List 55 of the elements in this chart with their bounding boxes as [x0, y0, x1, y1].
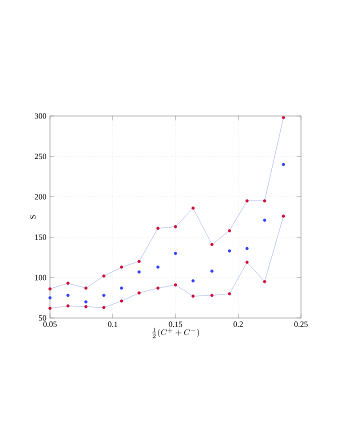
point — [245, 246, 249, 250]
point — [120, 265, 124, 269]
x-tick-label: 0.2 — [234, 322, 243, 327]
point — [48, 287, 52, 291]
point — [245, 260, 249, 264]
point — [84, 300, 88, 304]
point — [210, 270, 214, 273]
point — [174, 252, 178, 255]
point — [282, 116, 286, 120]
point — [228, 249, 232, 253]
point — [191, 206, 195, 210]
y-tick-label: 200 — [34, 194, 46, 200]
point — [120, 286, 124, 290]
point — [210, 242, 214, 246]
point — [138, 260, 141, 264]
point — [174, 225, 178, 228]
point — [191, 279, 195, 282]
point — [102, 306, 106, 310]
point — [84, 305, 88, 308]
point — [138, 270, 141, 274]
point — [282, 162, 286, 166]
x-tick-label: 0.1 — [108, 322, 118, 327]
y-tick-label: 50 — [38, 315, 46, 321]
y-tick-label: 150 — [35, 234, 46, 240]
y-tick-label: 250 — [34, 154, 46, 160]
point — [263, 199, 266, 202]
point — [263, 218, 266, 222]
point — [263, 280, 266, 284]
point — [102, 294, 106, 297]
x-tick-label: 0.25 — [294, 322, 308, 327]
x-tick-label: 0.05 — [43, 322, 57, 327]
point — [228, 292, 232, 296]
point — [174, 283, 178, 286]
point — [84, 286, 88, 290]
x-tick-label: 0.15 — [168, 322, 182, 327]
point — [48, 296, 52, 300]
y-axis-title: S — [30, 215, 36, 219]
point — [191, 294, 195, 298]
point — [156, 265, 160, 269]
point — [228, 229, 232, 232]
point — [282, 214, 286, 218]
point — [66, 304, 70, 308]
y-tick-label: 100 — [35, 274, 46, 280]
point — [156, 226, 160, 230]
point — [102, 274, 106, 278]
point — [138, 291, 141, 295]
point — [245, 199, 249, 202]
point — [66, 294, 70, 297]
point — [48, 306, 52, 310]
x-axis-title: $\frac{1}{2}(C^+ + C^-)$ — [152, 328, 200, 338]
point — [120, 299, 124, 303]
point — [156, 286, 160, 290]
point — [210, 294, 214, 297]
point — [66, 282, 70, 285]
y-tick-label: 300 — [34, 113, 46, 119]
